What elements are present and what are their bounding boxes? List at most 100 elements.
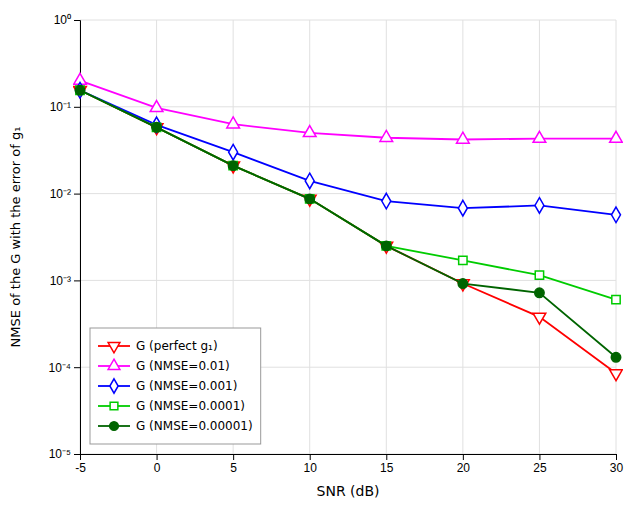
x-grid-line [386,20,387,454]
series-marker [610,370,623,381]
series-marker [457,132,470,143]
y-tick: 10⁻¹ [50,100,80,114]
series-marker [612,295,620,303]
series-marker [458,279,467,288]
x-tick-label: 20 [457,461,471,475]
x-tick-mark [539,454,540,460]
x-tick: -5 [75,454,86,475]
x-tick-label: 30 [610,461,624,475]
series-marker [533,131,546,142]
chart: -5 0 5 10 15 20 25 30 10⁻⁵ 10⁻⁴ 10⁻³ 10⁻² 10⁻¹ 10⁰ G (… [0,0,640,508]
x-tick-mark [463,454,464,460]
legend-item: G (perfect g₁) [98,339,218,353]
series-marker [76,86,84,94]
x-tick-mark [616,454,617,460]
series [76,86,620,304]
y-tick-label: 10⁻³ [50,274,71,288]
y-tick-label: 10⁻² [50,187,71,201]
series-marker [228,161,237,170]
series-marker [380,130,393,141]
x-grid-line [539,20,540,454]
legend-item: G (NMSE=0.01) [98,359,230,373]
series-marker [535,271,543,279]
series-marker [75,86,84,95]
x-tick-label: 0 [154,461,161,475]
series-line [80,90,616,299]
series-marker [306,195,314,203]
series-marker [152,123,161,132]
series-line [80,90,616,357]
series-marker [533,313,546,324]
x-tick: 15 [380,454,394,475]
series-marker [150,101,163,112]
legend-box [90,328,261,444]
grid [80,20,616,454]
series-marker [535,198,544,214]
legend-label: G (perfect g₁) [136,339,218,353]
series-marker [382,193,391,209]
legend-swatch-marker [110,402,118,410]
series-marker [610,131,623,142]
x-grid-line [616,20,617,454]
x-tick-label: 10 [304,461,318,475]
y-tick-mark [74,454,80,455]
x-tick: 0 [154,454,161,475]
y-tick: 10⁻⁴ [48,361,80,375]
legend-label: G (NMSE=0.0001) [136,399,245,413]
x-tick: 20 [457,454,471,475]
x-axis: -5 0 5 10 15 20 25 30 [75,454,623,475]
legend-item: G (NMSE=0.0001) [98,399,245,413]
x-grid-line [462,20,463,454]
y-tick-label: 10⁻¹ [50,100,71,114]
series-marker [535,288,544,297]
y-tick: 10⁻² [50,187,80,201]
x-tick-label: 15 [380,461,394,475]
x-tick: 30 [610,454,624,475]
series-marker [305,173,314,189]
x-tick-mark [233,454,234,460]
y-tick-mark [74,280,80,281]
x-axis-title: SNR (dB) [317,483,380,499]
series-line [80,81,616,140]
y-tick-label: 10⁰ [54,13,71,27]
series-marker [459,256,467,264]
y-tick-label: 10⁻⁴ [48,361,71,375]
series [75,86,620,362]
x-tick-label: -5 [75,461,86,475]
series-marker [229,161,237,169]
legend-swatch-marker [110,379,118,393]
series-line [80,90,616,215]
y-tick-label: 10⁻⁵ [49,447,71,461]
x-tick: 5 [230,454,237,475]
plot: -5 0 5 10 15 20 25 30 10⁻⁵ 10⁻⁴ 10⁻³ 10⁻² 10⁻¹ 10⁰ G (… [48,13,623,474]
legend-label: G (NMSE=0.00001) [136,419,253,433]
y-tick-mark [74,107,80,108]
x-tick-mark [310,454,311,460]
series-marker [303,126,316,137]
series-marker [458,200,467,216]
y-tick-mark [74,367,80,368]
y-tick-mark [74,20,80,21]
series-marker [76,82,85,98]
series-marker [382,241,391,250]
series-marker [227,117,240,128]
series-marker [152,123,160,131]
series-marker [612,207,621,223]
x-tick-label: 5 [230,461,237,475]
y-grid-line [80,20,616,21]
x-tick-mark [157,454,158,460]
y-tick: 10⁻³ [50,274,80,288]
legend-item: G (NMSE=0.001) [98,379,237,393]
series [74,73,623,143]
x-tick-mark [386,454,387,460]
legend-label: G (NMSE=0.001) [136,379,237,393]
y-axis-title: NMSE of the G with the error of g₁ [8,127,23,348]
x-tick-label: 25 [533,461,547,475]
series-marker [229,144,238,160]
x-tick: 25 [533,454,547,475]
series-marker [611,353,620,362]
legend-label: G (NMSE=0.01) [136,359,230,373]
y-grid-line [80,193,616,194]
legend-swatch-marker [108,343,120,353]
legend-swatch-marker [108,359,120,369]
